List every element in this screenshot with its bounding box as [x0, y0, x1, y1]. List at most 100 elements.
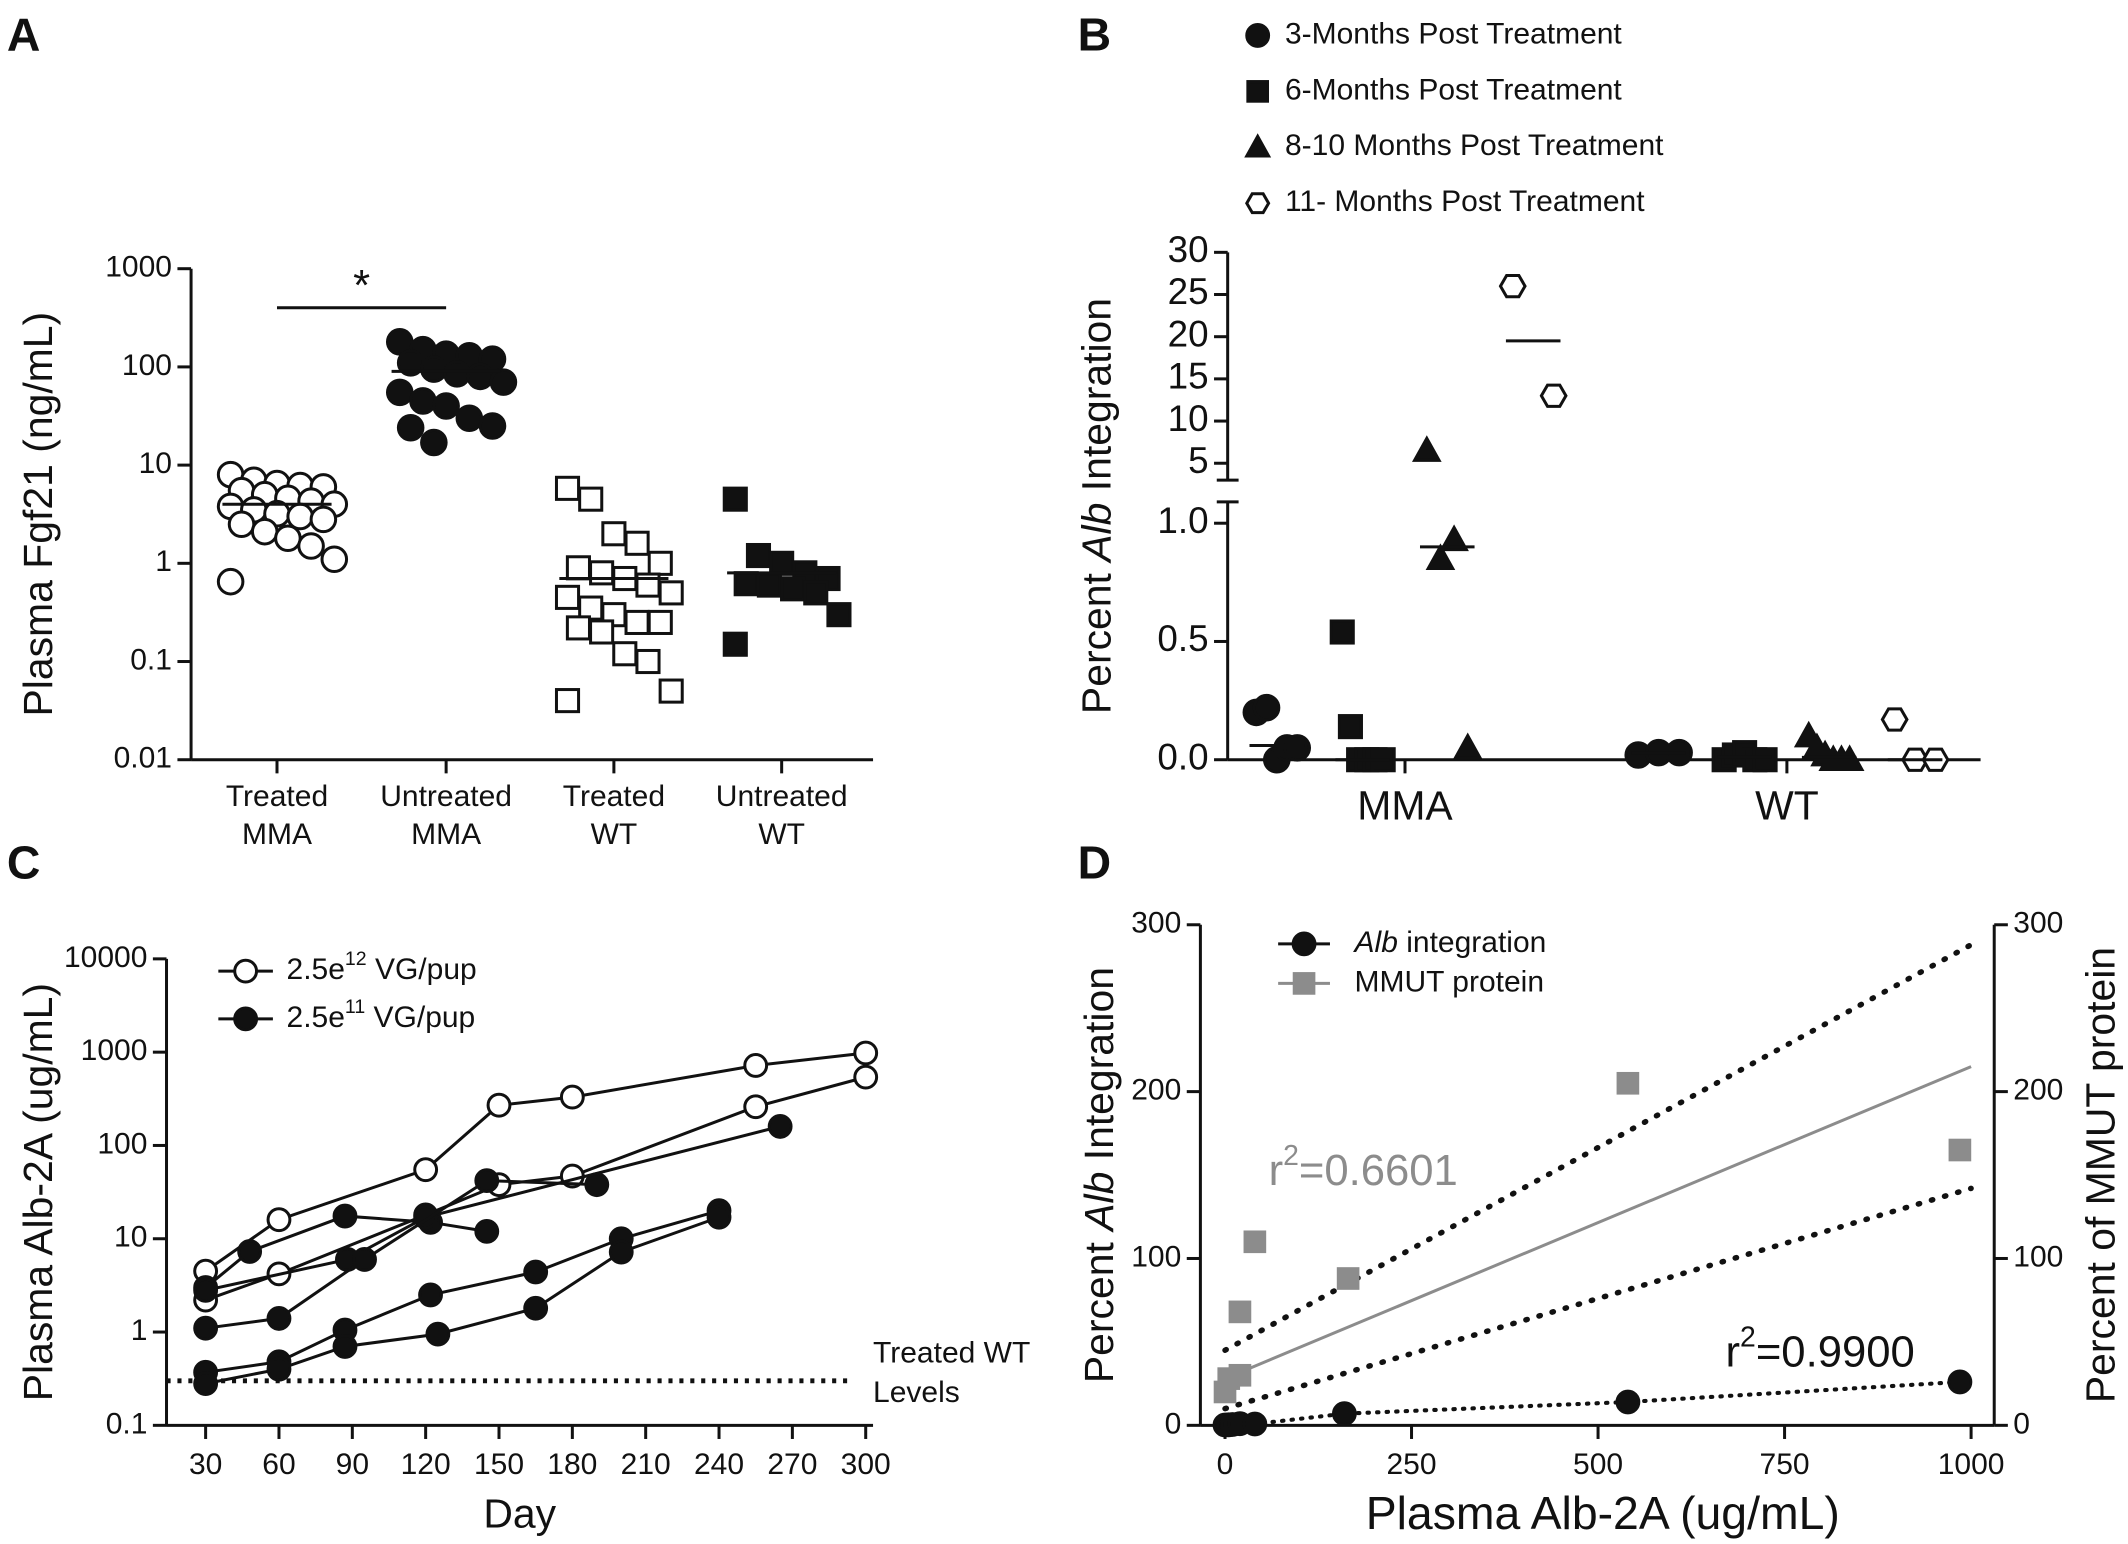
y-tick-label: 100 [97, 1127, 147, 1160]
significance-label: * [353, 261, 370, 310]
y-axis-label-part: Plasma Alb-2A (ug/mL) [15, 983, 61, 1401]
point [1243, 1230, 1267, 1254]
y2-tick-label: 200 [2013, 1074, 2063, 1107]
point [332, 1203, 358, 1229]
point [1425, 543, 1456, 571]
point [767, 1113, 793, 1139]
point [1880, 707, 1909, 732]
x-tick-label: WT [591, 818, 638, 851]
point [489, 368, 518, 396]
y-tick-label: 0.1 [106, 1407, 148, 1440]
legend-label: 11- Months Post Treatment [1285, 185, 1645, 218]
y-tick-label: 0.1 [130, 643, 172, 676]
y-axis-label-part: Plasma Fgf21 (ng/mL) [15, 312, 61, 717]
point [413, 1157, 439, 1183]
y-tick-label: 1000 [81, 1034, 148, 1067]
point [1245, 23, 1271, 48]
x-tick-label: 120 [401, 1448, 451, 1481]
y-axis-label: Plasma Fgf21 (ng/mL) [15, 312, 61, 717]
x-tick-label: MMA [1357, 783, 1453, 829]
x-tick-label: 180 [547, 1448, 597, 1481]
y2-axis-label: Percent of MMUT protein [2077, 947, 2123, 1403]
point [658, 580, 684, 606]
point [559, 1084, 585, 1110]
legend-label: 2.5e12 VG/pup [287, 948, 477, 986]
y-axis-label: Plasma Alb-2A (ug/mL) [15, 983, 61, 1401]
point [722, 486, 748, 512]
point [1228, 1363, 1252, 1387]
y2-tick-label: 300 [2013, 907, 2063, 940]
point [193, 1277, 219, 1303]
reference-label: Levels [873, 1376, 960, 1409]
point [1616, 1071, 1640, 1095]
point [309, 505, 338, 534]
y2-axis-label-part: Percent of MMUT protein [2077, 947, 2123, 1403]
point [233, 958, 259, 984]
y-tick-label: 10 [1168, 398, 1209, 439]
y-tick-label: 10 [139, 447, 172, 480]
annotation-part: 2 [1283, 1140, 1299, 1172]
point [1336, 1267, 1360, 1290]
y-tick-label: 100 [122, 349, 172, 382]
point [227, 510, 256, 539]
legend-label: Alb integration [1353, 926, 1547, 959]
point [565, 555, 591, 581]
legend-label: 3-Months Post Treatment [1285, 17, 1622, 50]
point [745, 542, 772, 569]
y-tick-label: 30 [1168, 229, 1209, 270]
point [601, 521, 627, 547]
x-tick-label: Treated [563, 780, 665, 813]
reference-label: Treated WT [873, 1336, 1030, 1369]
panel-label: D [1078, 836, 1111, 888]
point [1948, 1138, 1972, 1162]
legend-label-part: 12 [345, 948, 367, 970]
point [193, 1371, 219, 1397]
point [1252, 693, 1281, 722]
panel-label: B [1078, 8, 1111, 60]
annotation-part: r [1269, 1146, 1284, 1195]
point [455, 404, 484, 433]
annotation-part: =0.6601 [1299, 1146, 1458, 1195]
x-tick-label: Untreated [380, 780, 512, 813]
y-axis-label: Percent Alb Integration [1076, 967, 1122, 1383]
point [250, 517, 279, 546]
y-tick-label: 0.5 [1157, 618, 1208, 659]
point [612, 641, 638, 667]
line [204, 1051, 866, 1273]
annotation: r2=0.6601 [1269, 1140, 1458, 1195]
point [1615, 1389, 1641, 1415]
line [205, 1209, 720, 1374]
point [474, 1218, 500, 1244]
y-tick-label: 1.0 [1157, 500, 1208, 541]
point [266, 1305, 292, 1331]
point [266, 1356, 292, 1382]
y-axis-label-part: Alb [1073, 503, 1119, 565]
point [554, 475, 581, 501]
point [352, 1247, 377, 1272]
x-tick-label: 150 [474, 1448, 524, 1481]
y-tick-label: 0.01 [114, 742, 172, 775]
x-tick-label: 90 [336, 1448, 369, 1481]
point [1245, 192, 1271, 215]
legend-label-part: VG/pup [367, 953, 477, 986]
point [589, 619, 615, 645]
y-tick-label: 200 [1131, 1074, 1181, 1107]
x-tick-label: 300 [841, 1448, 891, 1481]
point [418, 1282, 443, 1308]
point [216, 567, 245, 596]
point [1242, 1411, 1268, 1437]
x-tick-label: 240 [694, 1448, 744, 1481]
legend-label: 8-10 Months Post Treatment [1285, 129, 1664, 162]
point [853, 1064, 879, 1090]
annotation-part: 2 [1740, 1321, 1756, 1353]
point [635, 648, 661, 675]
point [474, 1168, 500, 1194]
x-tick-label: MMA [242, 818, 312, 851]
y-tick-label: 15 [1168, 356, 1209, 397]
point [608, 1239, 634, 1265]
annotation-part: r [1726, 1327, 1741, 1376]
point [523, 1295, 549, 1321]
point [320, 545, 349, 574]
y-tick-label: 0.0 [1157, 736, 1208, 777]
y2-tick-label: 0 [2013, 1407, 2030, 1440]
